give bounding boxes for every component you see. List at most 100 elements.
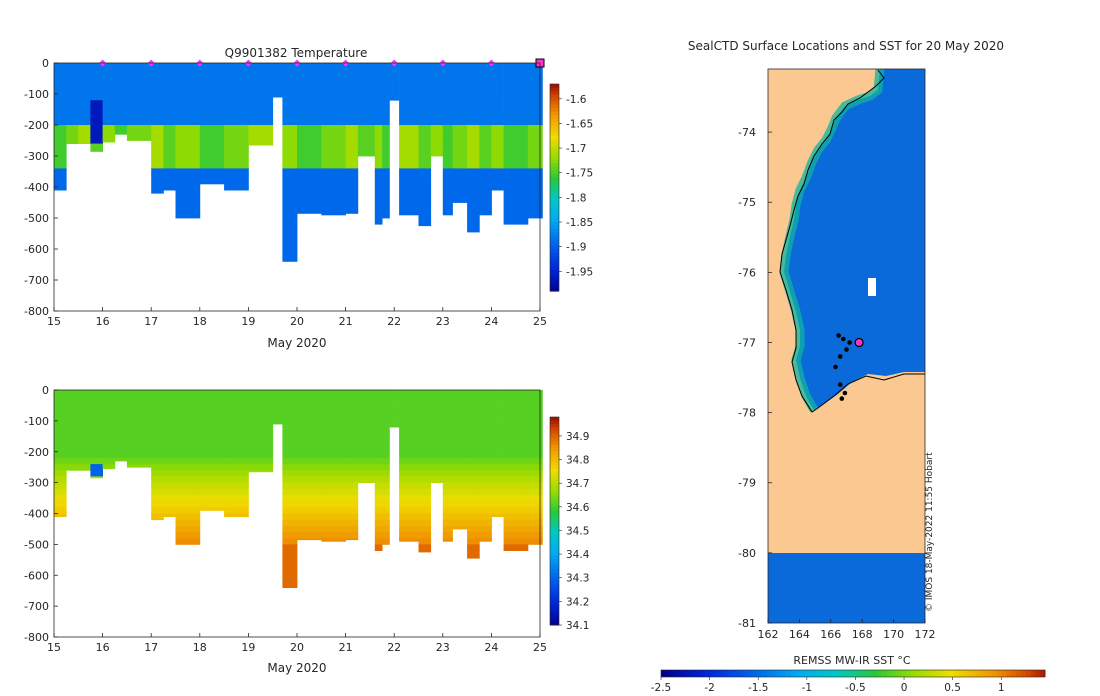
y-tick-label: -600 [24,569,49,582]
data-cell [90,81,103,89]
data-cell [345,464,359,471]
data-cell [66,414,79,422]
data-cell [527,87,543,95]
data-cell [374,106,383,113]
data-cell [374,131,383,138]
data-cell [66,439,79,446]
data-cell [175,525,201,533]
data-cell [442,427,453,434]
x-tick-label: 25 [533,641,547,654]
data-cell [467,470,480,477]
data-cell [527,519,543,527]
data-cell [357,408,376,416]
data-cell [175,408,201,416]
colorbar-segment [838,670,844,677]
data-cell [114,390,128,397]
data-cell [282,242,298,250]
data-cell [418,187,432,194]
data-cell [374,143,383,151]
data-cell [467,544,480,551]
colorbar-segment [550,441,559,446]
data-cell [163,507,176,514]
data-cell [282,100,298,107]
data-cell [126,69,152,76]
data-cell [467,118,480,126]
data-cell [503,402,529,409]
colorbar-tick-label: -1.95 [566,266,593,278]
data-cell [382,396,390,403]
data-cell [442,63,453,70]
data-cell [78,445,91,453]
data-cell [224,507,249,514]
data-cell [527,402,543,409]
data-cell [527,414,543,422]
colorbar-segment [550,253,559,258]
data-cell [151,476,164,483]
data-cell [442,488,453,496]
data-cell [503,75,529,82]
colorbar-segment [550,170,559,175]
data-cell [224,445,249,453]
data-cell [491,433,504,440]
data-cell [163,174,176,182]
data-cell [282,63,298,70]
data-cell [479,507,492,514]
data-cell [297,168,322,175]
data-cell [175,532,201,539]
data-cell [527,125,543,132]
data-cell [442,112,453,120]
data-cell [163,100,176,107]
data-cell [479,81,492,89]
data-cell [282,87,298,95]
data-cell [54,476,67,483]
data-cell [345,390,359,397]
data-cell [282,501,298,508]
data-cell [418,156,432,163]
data-cell [442,390,453,397]
data-cell [282,581,298,588]
data-cell [248,396,274,403]
data-cell [374,75,383,82]
data-cell [374,69,383,76]
colorbar-segment [829,670,835,677]
data-cell [503,156,529,163]
colorbar-segment [1021,670,1027,677]
y-tick-label: -400 [24,181,49,194]
data-cell [382,457,390,465]
data-cell [163,470,176,477]
data-cell [467,81,480,89]
data-cell [175,156,201,163]
data-cell [382,162,390,169]
data-cell [321,464,346,471]
data-cell [467,439,480,446]
data-cell [199,507,225,511]
data-cell [491,451,504,459]
data-cell [418,106,432,113]
data-cell [479,149,492,157]
data-cell [345,94,359,101]
data-cell [54,131,67,138]
ice-edge-band [768,553,925,623]
data-cell [467,211,480,219]
data-cell [418,168,432,175]
data-cell [321,94,346,101]
y-tick-label: -80 [738,547,756,560]
colorbar-segment [905,670,912,677]
colorbar-segment [550,284,559,289]
colorbar-segment [550,555,559,560]
data-cell [418,63,432,70]
data-cell [345,402,359,409]
x-tick-label: 166 [820,628,841,641]
data-cell [90,451,103,459]
data-cell [382,408,390,416]
data-cell [491,94,504,101]
sst-colorbar-label: REMSS MW-IR SST °C [793,654,911,667]
data-cell [527,143,543,151]
data-cell [224,94,249,101]
colorbar-segment [550,451,559,456]
data-cell [126,100,152,107]
data-cell [345,439,359,446]
data-cell [297,205,322,213]
colorbar-segment [550,552,559,557]
data-cell [467,112,480,120]
